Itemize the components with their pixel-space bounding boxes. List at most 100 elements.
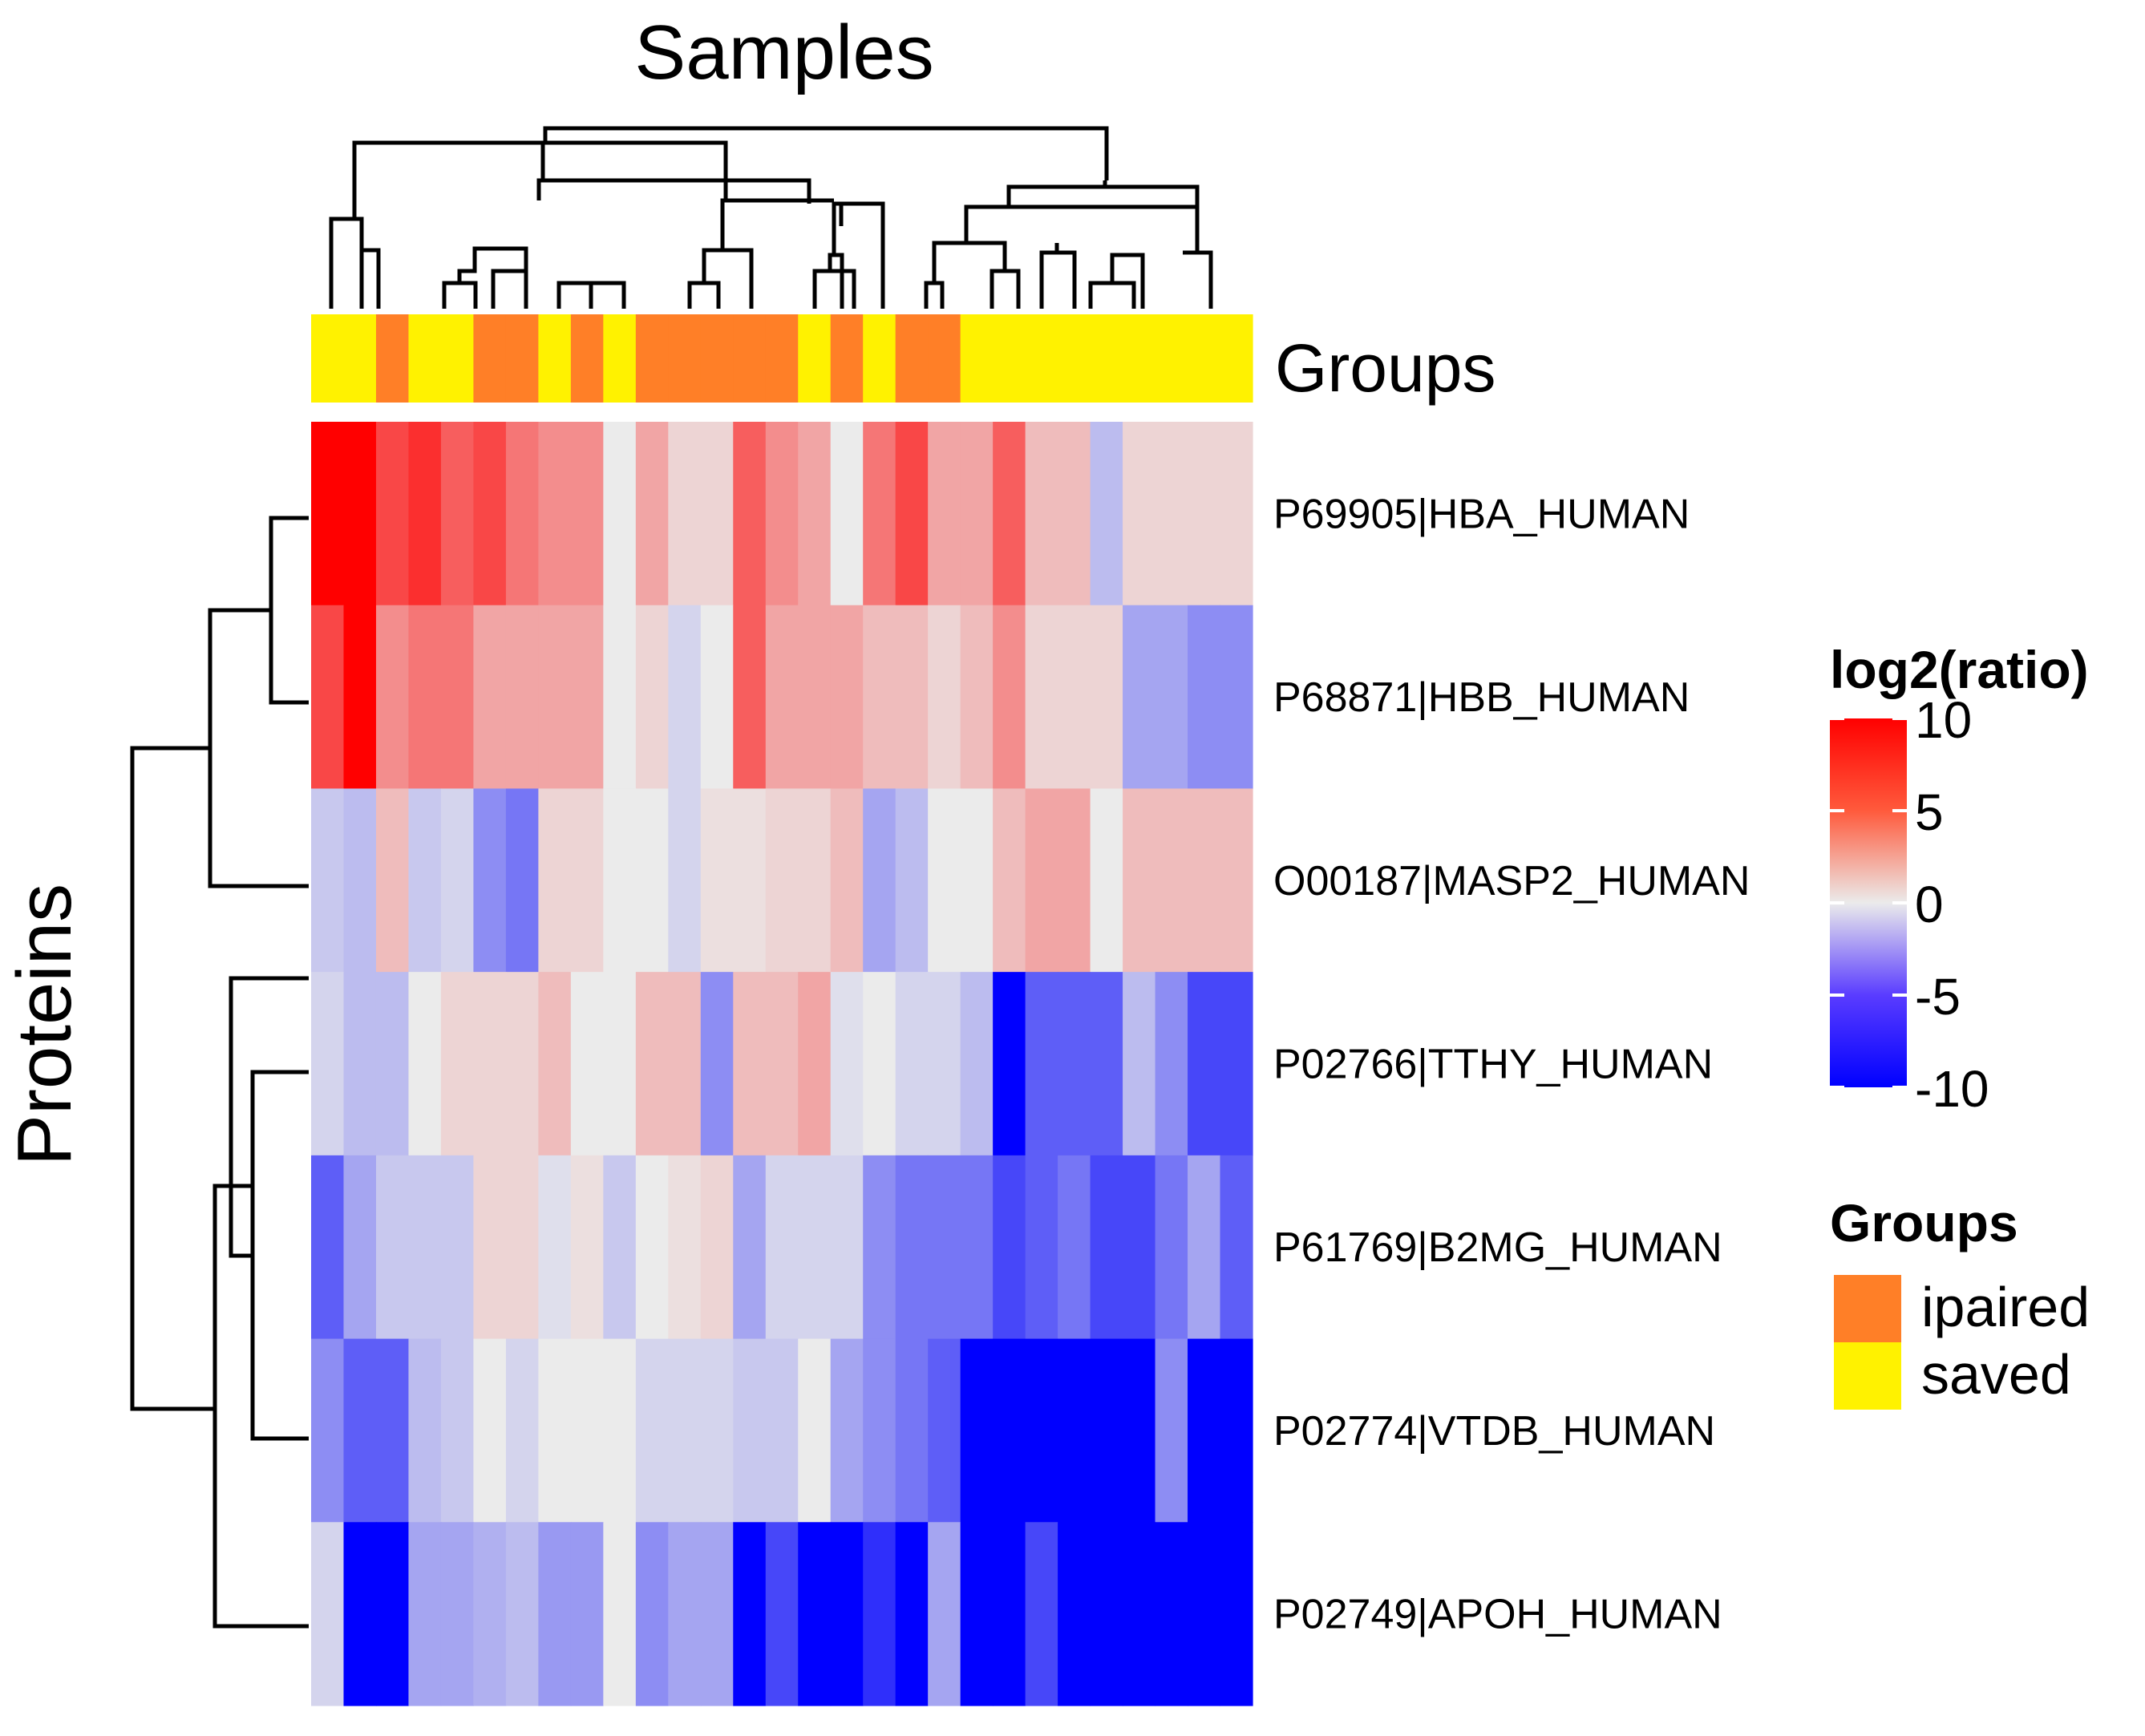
heatmap-cell bbox=[1155, 605, 1188, 790]
heatmap-cell bbox=[733, 422, 767, 606]
legend-label: saved bbox=[1921, 1343, 2071, 1406]
heatmap-cell bbox=[895, 1155, 929, 1340]
heatmap-cell bbox=[830, 1155, 864, 1340]
heatmap-cell bbox=[538, 788, 572, 973]
heatmap-cell bbox=[473, 1155, 507, 1340]
legend-swatch bbox=[1834, 1275, 1901, 1342]
heatmap-cell bbox=[375, 605, 410, 790]
heatmap-cell bbox=[1220, 1522, 1253, 1706]
heatmap-cell bbox=[1090, 1522, 1123, 1706]
row-label: P69905|HBA_HUMAN bbox=[1273, 491, 1690, 537]
group-annotation-bar bbox=[311, 314, 1253, 403]
annotation-cell bbox=[1058, 314, 1091, 403]
heatmap-cell bbox=[668, 972, 702, 1156]
heatmap-cell bbox=[570, 1338, 604, 1523]
heatmap-cell bbox=[765, 605, 799, 790]
row-label: P61769|B2MG_HUMAN bbox=[1273, 1224, 1722, 1271]
row-label: P02774|VTDB_HUMAN bbox=[1273, 1408, 1715, 1455]
row-labels: P69905|HBA_HUMAN P68871|HBB_HUMAN O00187|M… bbox=[1273, 491, 1750, 1637]
heatmap-cell bbox=[1090, 972, 1123, 1156]
heatmap-cell bbox=[1188, 1338, 1221, 1523]
heatmap-cell bbox=[1220, 1338, 1253, 1523]
heatmap-cell bbox=[863, 605, 896, 790]
heatmap-cell bbox=[1123, 972, 1156, 1156]
heatmap-cell bbox=[505, 1338, 539, 1523]
heatmap-cell bbox=[635, 605, 669, 790]
annotation-cell bbox=[863, 314, 896, 403]
annotation-cell bbox=[668, 314, 702, 403]
scale-tick-label: 10 bbox=[1915, 691, 1972, 749]
heatmap-cell bbox=[440, 972, 475, 1156]
annotation-cell bbox=[570, 314, 604, 403]
heatmap-cell bbox=[668, 1155, 702, 1340]
heatmap-cell bbox=[1025, 605, 1058, 790]
heatmap-cell bbox=[1025, 788, 1058, 973]
heatmap-cell bbox=[863, 422, 896, 606]
annotation-cell bbox=[700, 314, 734, 403]
heatmap-cell bbox=[798, 1338, 832, 1523]
heatmap-cell bbox=[1025, 1522, 1058, 1706]
heatmap-cell bbox=[928, 1522, 961, 1706]
heatmap-cell bbox=[1155, 972, 1188, 1156]
heatmap-cell bbox=[570, 788, 604, 973]
heatmap-cell bbox=[538, 1522, 572, 1706]
annotation-cell bbox=[993, 314, 1026, 403]
heatmap-cell bbox=[928, 1155, 961, 1340]
heatmap-cell bbox=[1220, 972, 1253, 1156]
heatmap-cell bbox=[1123, 1155, 1156, 1340]
heatmap-cell bbox=[603, 1522, 637, 1706]
heatmap-cell bbox=[603, 1155, 637, 1340]
heatmap-cell bbox=[1220, 1155, 1253, 1340]
heatmap-cell bbox=[538, 1338, 572, 1523]
heatmap-cell bbox=[343, 1155, 377, 1340]
heatmap-cell bbox=[765, 1522, 799, 1706]
y-axis-label: Proteins bbox=[2, 884, 87, 1166]
scale-tick-label: -5 bbox=[1915, 968, 1961, 1026]
heatmap-cell bbox=[1123, 1522, 1156, 1706]
heatmap-cell bbox=[635, 1338, 669, 1523]
heatmap-cell bbox=[1025, 1338, 1058, 1523]
annotation-cell bbox=[1123, 314, 1156, 403]
row-dendrogram bbox=[130, 516, 309, 1629]
heatmap-cell bbox=[473, 972, 507, 1156]
heatmap-cell bbox=[603, 788, 637, 973]
heatmap-cell bbox=[668, 422, 702, 606]
heatmap-cell bbox=[1123, 788, 1156, 973]
heatmap-cell bbox=[1188, 1522, 1221, 1706]
annotation-cell bbox=[505, 314, 539, 403]
heatmap-cell bbox=[993, 605, 1026, 790]
heatmap-cell bbox=[863, 1522, 896, 1706]
heatmap-cell bbox=[538, 422, 572, 606]
annotation-cell bbox=[311, 314, 345, 403]
heatmap-cell bbox=[635, 788, 669, 973]
heatmap-cell bbox=[538, 972, 572, 1156]
heatmap-cell bbox=[440, 1338, 475, 1523]
heatmap-cell bbox=[668, 1522, 702, 1706]
heatmap-cell bbox=[765, 788, 799, 973]
heatmap-cell bbox=[1155, 1155, 1188, 1340]
heatmap-cell bbox=[1188, 605, 1221, 790]
annotation-cell bbox=[960, 314, 994, 403]
heatmap-cell bbox=[635, 422, 669, 606]
heatmap-cell bbox=[440, 1522, 475, 1706]
heatmap-cell bbox=[375, 422, 410, 606]
heatmap-cell bbox=[798, 972, 832, 1156]
annotation-cell bbox=[798, 314, 832, 403]
heatmap-cell bbox=[343, 972, 377, 1156]
heatmap-cell bbox=[311, 605, 345, 790]
annotation-cell bbox=[538, 314, 572, 403]
heatmap-cell bbox=[1058, 1522, 1091, 1706]
heatmap-cell bbox=[1188, 788, 1221, 973]
heatmap-cell bbox=[1025, 1155, 1058, 1340]
heatmap-cell bbox=[798, 788, 832, 973]
annotation-cell bbox=[408, 314, 442, 403]
heatmap-cell bbox=[733, 1155, 767, 1340]
heatmap-cell bbox=[1090, 788, 1123, 973]
heatmap-cell bbox=[733, 1522, 767, 1706]
column-dendrogram bbox=[329, 126, 1213, 309]
heatmap-cell bbox=[408, 1155, 442, 1340]
heatmap-cell bbox=[798, 605, 832, 790]
annotation-cell bbox=[603, 314, 637, 403]
heatmap-cell bbox=[635, 1155, 669, 1340]
heatmap-cell bbox=[505, 972, 539, 1156]
